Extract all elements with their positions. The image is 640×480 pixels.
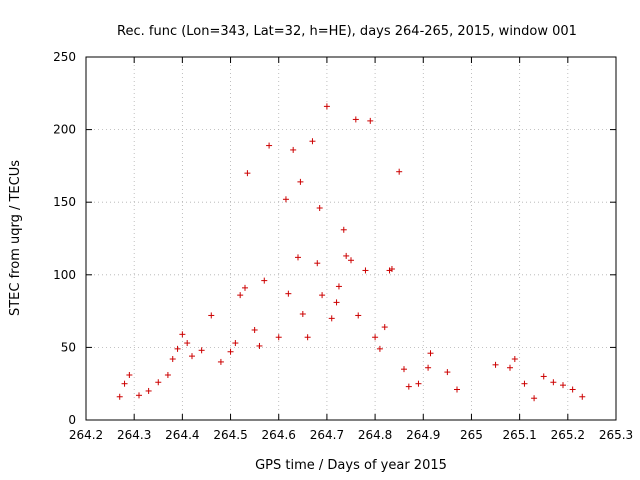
y-axis-label: STEC from uqrg / TECUs bbox=[8, 160, 23, 316]
data-point bbox=[208, 312, 215, 319]
y-tick-label: 0 bbox=[68, 413, 76, 427]
data-point bbox=[126, 371, 133, 378]
data-point bbox=[169, 356, 176, 363]
data-point bbox=[343, 252, 350, 259]
data-point bbox=[314, 260, 321, 267]
data-point bbox=[155, 379, 162, 386]
data-point bbox=[309, 138, 316, 145]
data-point bbox=[256, 342, 263, 349]
x-tick-label: 265.1 bbox=[502, 428, 536, 442]
data-point bbox=[164, 371, 171, 378]
data-point bbox=[328, 315, 335, 322]
data-point bbox=[136, 392, 142, 399]
x-tick-label: 264.5 bbox=[213, 428, 247, 442]
data-point bbox=[189, 353, 195, 360]
x-tick-label: 264.9 bbox=[406, 428, 440, 442]
x-tick-label: 265.3 bbox=[599, 428, 633, 442]
data-point bbox=[427, 350, 434, 357]
data-point bbox=[372, 334, 379, 341]
data-point bbox=[275, 334, 282, 341]
data-point bbox=[425, 364, 432, 371]
y-tick-label: 200 bbox=[53, 123, 76, 137]
data-point bbox=[282, 196, 289, 203]
data-point bbox=[297, 178, 304, 185]
data-point bbox=[531, 395, 538, 402]
data-point bbox=[511, 356, 518, 363]
data-point bbox=[352, 116, 359, 123]
y-tick-label: 50 bbox=[61, 340, 76, 354]
x-tick-label: 264.8 bbox=[358, 428, 392, 442]
data-point bbox=[295, 254, 301, 261]
x-tick-label: 264.6 bbox=[262, 428, 296, 442]
data-point bbox=[454, 386, 460, 393]
data-point bbox=[244, 170, 251, 177]
data-point bbox=[415, 380, 422, 387]
data-point bbox=[290, 146, 297, 153]
data-point bbox=[184, 340, 191, 347]
data-point bbox=[217, 358, 224, 365]
data-point bbox=[405, 383, 412, 390]
data-point bbox=[362, 267, 369, 274]
data-point bbox=[179, 331, 186, 338]
data-point bbox=[550, 379, 557, 386]
data-point bbox=[560, 382, 566, 389]
data-point bbox=[492, 361, 499, 368]
data-point bbox=[367, 117, 374, 124]
data-point bbox=[121, 380, 128, 387]
data-point bbox=[242, 284, 248, 291]
data-point bbox=[227, 348, 234, 355]
x-axis-label: GPS time / Days of year 2015 bbox=[255, 458, 447, 473]
data-point bbox=[316, 205, 323, 212]
data-point bbox=[261, 277, 268, 284]
x-tick-label: 264.2 bbox=[69, 428, 103, 442]
data-point bbox=[174, 345, 181, 352]
data-point bbox=[388, 265, 395, 272]
data-point bbox=[396, 168, 403, 175]
data-point bbox=[348, 257, 354, 264]
x-tick-label: 265 bbox=[460, 428, 483, 442]
data-point bbox=[323, 103, 330, 110]
data-point bbox=[579, 393, 586, 400]
data-point bbox=[266, 142, 273, 149]
data-point bbox=[569, 386, 576, 393]
axis-layer: 264.2 264.3 264.4 264.5 264.6 264.7 264.8 264.9… bbox=[53, 50, 633, 442]
data-point bbox=[444, 369, 451, 376]
data-point bbox=[116, 393, 123, 400]
data-point bbox=[285, 290, 292, 297]
y-tick-label: 250 bbox=[53, 50, 76, 64]
x-tick-label: 264.7 bbox=[310, 428, 344, 442]
y-tick-label: 100 bbox=[53, 268, 76, 282]
marks-layer bbox=[116, 103, 586, 402]
data-point bbox=[232, 340, 239, 347]
y-tick-label: 150 bbox=[53, 195, 76, 209]
data-point bbox=[540, 373, 547, 380]
data-point bbox=[319, 292, 326, 299]
data-point bbox=[251, 326, 258, 333]
data-point bbox=[333, 299, 340, 306]
data-point bbox=[355, 312, 362, 319]
data-point bbox=[507, 364, 513, 371]
data-point bbox=[198, 347, 205, 354]
data-point bbox=[401, 366, 407, 373]
data-point bbox=[145, 387, 152, 394]
grid-layer bbox=[86, 57, 616, 420]
x-tick-label: 264.4 bbox=[165, 428, 199, 442]
data-point bbox=[304, 334, 311, 341]
chart-title: Rec. func (Lon=343, Lat=32, h=HE), days … bbox=[117, 24, 577, 39]
x-tick-label: 264.3 bbox=[117, 428, 151, 442]
data-point bbox=[335, 283, 342, 290]
data-point bbox=[376, 345, 383, 352]
x-tick-label: 265.2 bbox=[551, 428, 585, 442]
data-point bbox=[521, 380, 528, 387]
data-point bbox=[299, 311, 306, 318]
plot-frame bbox=[85, 56, 617, 421]
data-point bbox=[237, 292, 244, 299]
data-point bbox=[381, 324, 388, 331]
data-point bbox=[340, 226, 347, 233]
